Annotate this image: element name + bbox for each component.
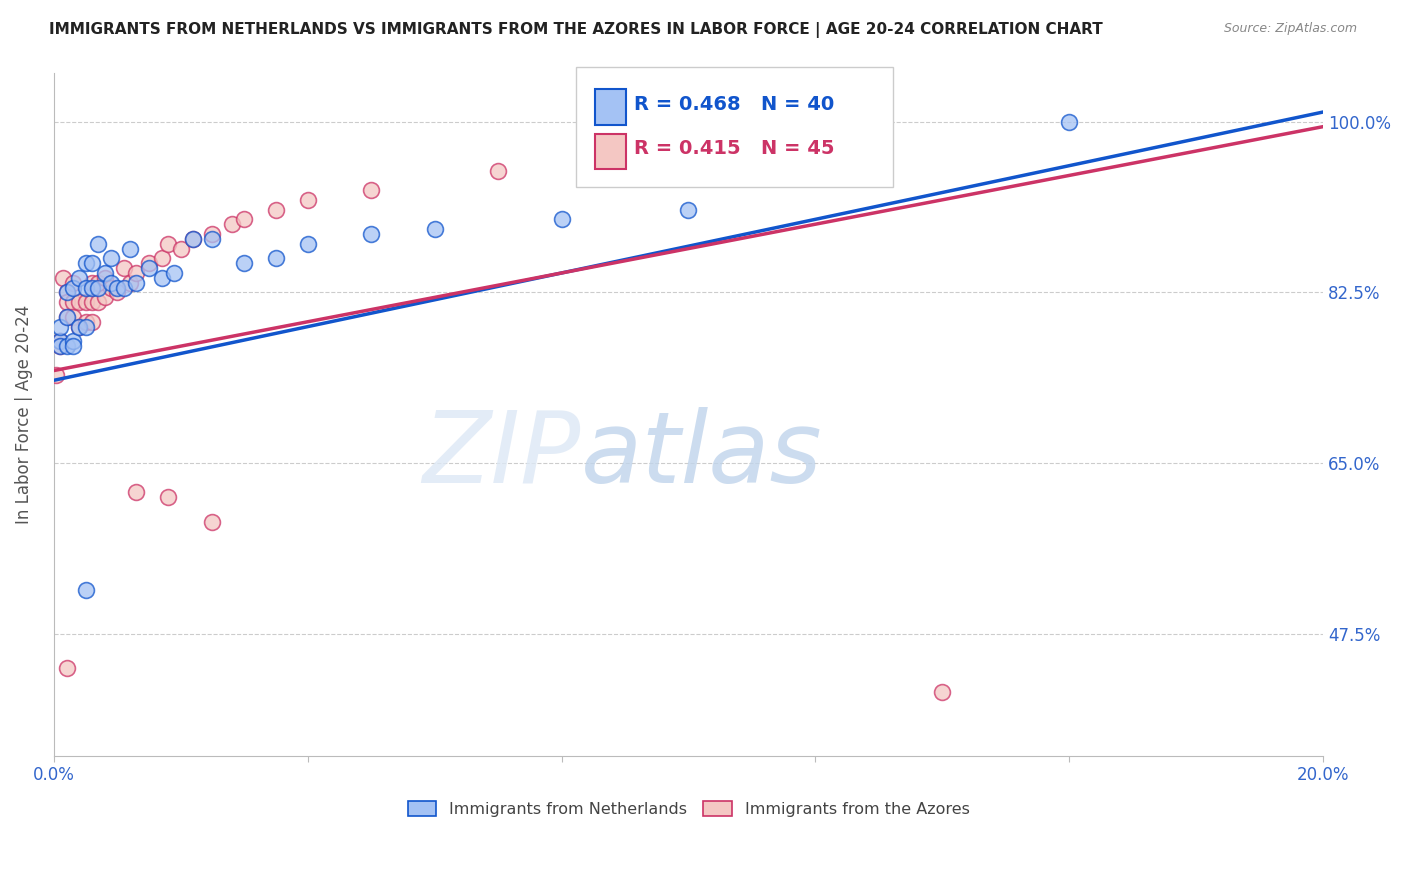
Point	[55, 310, 77, 324]
Point	[360, 183, 382, 197]
Point	[49, 334, 72, 349]
Point	[118, 276, 141, 290]
Point	[125, 485, 148, 500]
Point	[297, 193, 319, 207]
Text: Source: ZipAtlas.com: Source: ZipAtlas.com	[1223, 22, 1357, 36]
Point	[423, 222, 446, 236]
Text: N = 45: N = 45	[761, 139, 834, 159]
Point	[233, 256, 256, 270]
Point	[201, 515, 224, 529]
Text: ZIP: ZIP	[422, 407, 581, 504]
Point	[264, 252, 287, 266]
Point	[118, 242, 141, 256]
Point	[163, 266, 186, 280]
Point	[87, 295, 110, 310]
Text: R = 0.468: R = 0.468	[634, 95, 741, 114]
Point	[67, 319, 90, 334]
Point	[55, 339, 77, 353]
Point	[125, 276, 148, 290]
Point	[55, 295, 77, 310]
Point	[62, 339, 84, 353]
Point	[80, 315, 103, 329]
Point	[138, 256, 160, 270]
Point	[157, 236, 180, 251]
Point	[100, 252, 122, 266]
Point	[75, 583, 97, 598]
Point	[52, 271, 75, 285]
Point	[75, 315, 97, 329]
Point	[233, 212, 256, 227]
Point	[67, 319, 90, 334]
Text: N = 40: N = 40	[761, 95, 834, 114]
Point	[678, 202, 700, 217]
Point	[87, 280, 110, 294]
Point	[80, 256, 103, 270]
Point	[62, 334, 84, 349]
Point	[150, 252, 173, 266]
FancyBboxPatch shape	[595, 89, 626, 125]
Point	[550, 212, 572, 227]
FancyBboxPatch shape	[576, 67, 893, 187]
Point	[138, 261, 160, 276]
Point	[201, 232, 224, 246]
Point	[614, 144, 637, 158]
Point	[55, 285, 77, 300]
FancyBboxPatch shape	[595, 134, 626, 169]
Point	[49, 319, 72, 334]
Point	[1059, 115, 1081, 129]
Point	[183, 232, 205, 246]
Point	[221, 217, 243, 231]
Point	[62, 280, 84, 294]
Point	[75, 319, 97, 334]
Point	[87, 276, 110, 290]
Y-axis label: In Labor Force | Age 20-24: In Labor Force | Age 20-24	[15, 305, 32, 524]
Point	[100, 276, 122, 290]
Point	[80, 280, 103, 294]
Point	[297, 236, 319, 251]
Point	[67, 271, 90, 285]
Point	[45, 368, 67, 383]
Point	[75, 256, 97, 270]
Point	[150, 271, 173, 285]
Point	[93, 266, 115, 280]
Point	[75, 295, 97, 310]
Point	[67, 295, 90, 310]
Point	[55, 285, 77, 300]
Point	[49, 334, 72, 349]
Point	[49, 339, 72, 353]
Point	[55, 310, 77, 324]
Point	[62, 295, 84, 310]
Point	[105, 280, 128, 294]
Text: IMMIGRANTS FROM NETHERLANDS VS IMMIGRANTS FROM THE AZORES IN LABOR FORCE | AGE 2: IMMIGRANTS FROM NETHERLANDS VS IMMIGRANT…	[49, 22, 1102, 38]
Point	[264, 202, 287, 217]
Point	[486, 163, 509, 178]
Point	[80, 295, 103, 310]
Point	[80, 276, 103, 290]
Point	[105, 285, 128, 300]
Point	[804, 115, 827, 129]
Point	[931, 685, 953, 699]
Point	[125, 266, 148, 280]
Point	[112, 261, 135, 276]
Point	[201, 227, 224, 241]
Point	[62, 276, 84, 290]
Text: atlas: atlas	[581, 407, 823, 504]
Point	[49, 339, 72, 353]
Text: R = 0.415: R = 0.415	[634, 139, 741, 159]
Point	[868, 163, 890, 178]
Point	[157, 491, 180, 505]
Point	[87, 236, 110, 251]
Point	[93, 290, 115, 304]
Point	[75, 280, 97, 294]
Point	[170, 242, 193, 256]
Point	[62, 310, 84, 324]
Legend: Immigrants from Netherlands, Immigrants from the Azores: Immigrants from Netherlands, Immigrants …	[401, 794, 976, 823]
Point	[55, 661, 77, 675]
Point	[100, 280, 122, 294]
Point	[112, 280, 135, 294]
Point	[183, 232, 205, 246]
Point	[93, 271, 115, 285]
Point	[360, 227, 382, 241]
